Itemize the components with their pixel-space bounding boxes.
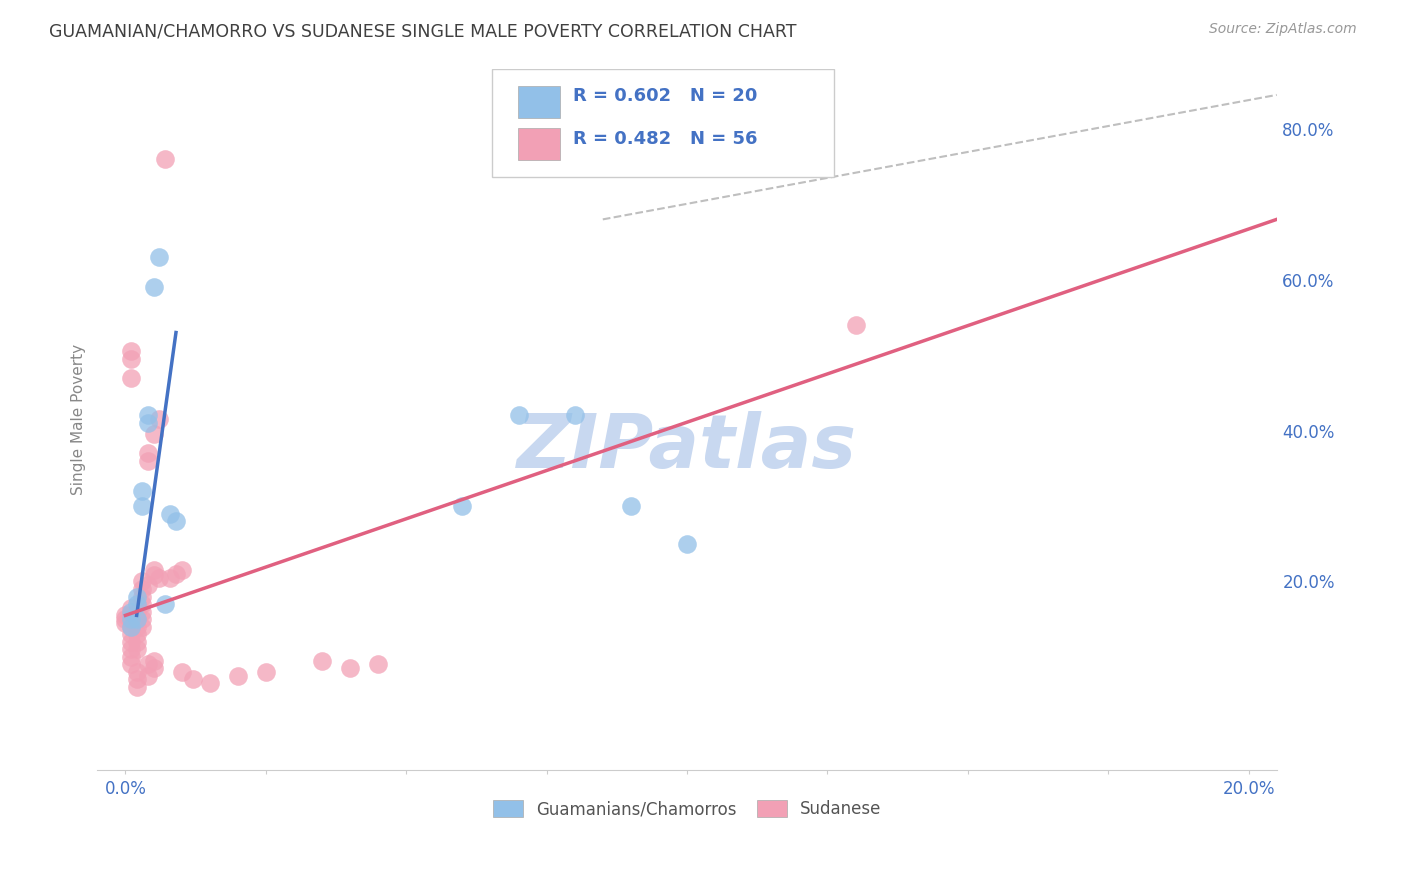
Point	[114, 615, 136, 630]
Point	[844, 318, 866, 332]
Point	[159, 571, 181, 585]
Point	[120, 620, 142, 634]
Point	[131, 597, 153, 611]
Text: Source: ZipAtlas.com: Source: ZipAtlas.com	[1209, 22, 1357, 37]
Point	[120, 620, 142, 634]
Point	[114, 608, 136, 623]
Point	[125, 620, 148, 634]
Point	[120, 344, 142, 359]
Point	[131, 483, 153, 498]
Point	[142, 568, 165, 582]
Point	[120, 657, 142, 672]
Point	[125, 597, 148, 611]
Point	[136, 578, 159, 592]
Point	[165, 566, 187, 581]
Point	[153, 152, 176, 166]
Point	[159, 507, 181, 521]
Point	[226, 669, 249, 683]
Point	[142, 654, 165, 668]
Point	[136, 446, 159, 460]
Point	[120, 649, 142, 664]
FancyBboxPatch shape	[492, 69, 834, 178]
Point	[125, 590, 148, 604]
Point	[131, 582, 153, 596]
Point	[148, 412, 170, 426]
Point	[120, 642, 142, 657]
Y-axis label: Single Male Poverty: Single Male Poverty	[72, 343, 86, 495]
Point	[120, 634, 142, 648]
Text: GUAMANIAN/CHAMORRO VS SUDANESE SINGLE MALE POVERTY CORRELATION CHART: GUAMANIAN/CHAMORRO VS SUDANESE SINGLE MA…	[49, 22, 797, 40]
Point	[451, 499, 474, 513]
Point	[676, 537, 699, 551]
Point	[170, 665, 193, 679]
Point	[367, 657, 389, 672]
Point	[136, 657, 159, 672]
Point	[165, 514, 187, 528]
Point	[148, 250, 170, 264]
Point	[120, 371, 142, 385]
Point	[136, 416, 159, 430]
Point	[125, 642, 148, 657]
Point	[339, 661, 361, 675]
Point	[114, 612, 136, 626]
Point	[125, 612, 148, 626]
Point	[142, 280, 165, 294]
Point	[181, 673, 204, 687]
FancyBboxPatch shape	[519, 86, 560, 118]
Point	[620, 499, 643, 513]
FancyBboxPatch shape	[519, 128, 560, 160]
Point	[198, 676, 221, 690]
Point	[125, 665, 148, 679]
Point	[153, 597, 176, 611]
Point	[120, 600, 142, 615]
Point	[125, 680, 148, 694]
Point	[125, 627, 148, 641]
Point	[170, 563, 193, 577]
Point	[311, 654, 333, 668]
Point	[131, 620, 153, 634]
Point	[131, 590, 153, 604]
Point	[142, 563, 165, 577]
Point	[131, 574, 153, 589]
Point	[125, 605, 148, 619]
Point	[120, 612, 142, 626]
Point	[136, 454, 159, 468]
Text: ZIPatlas: ZIPatlas	[517, 411, 858, 483]
Point	[120, 627, 142, 641]
Point	[125, 634, 148, 648]
Point	[564, 409, 586, 423]
Point	[142, 661, 165, 675]
Point	[125, 612, 148, 626]
Point	[136, 409, 159, 423]
Point	[131, 612, 153, 626]
Point	[125, 673, 148, 687]
Point	[148, 571, 170, 585]
Point	[120, 614, 142, 628]
Point	[131, 499, 153, 513]
Point	[120, 351, 142, 366]
Point	[120, 605, 142, 619]
Point	[136, 669, 159, 683]
Point	[120, 608, 142, 623]
Point	[131, 605, 153, 619]
Legend: Guamanians/Chamorros, Sudanese: Guamanians/Chamorros, Sudanese	[486, 793, 889, 825]
Text: R = 0.602   N = 20: R = 0.602 N = 20	[572, 87, 756, 105]
Text: R = 0.482   N = 56: R = 0.482 N = 56	[572, 129, 756, 147]
Point	[142, 427, 165, 442]
Point	[254, 665, 277, 679]
Point	[508, 409, 530, 423]
